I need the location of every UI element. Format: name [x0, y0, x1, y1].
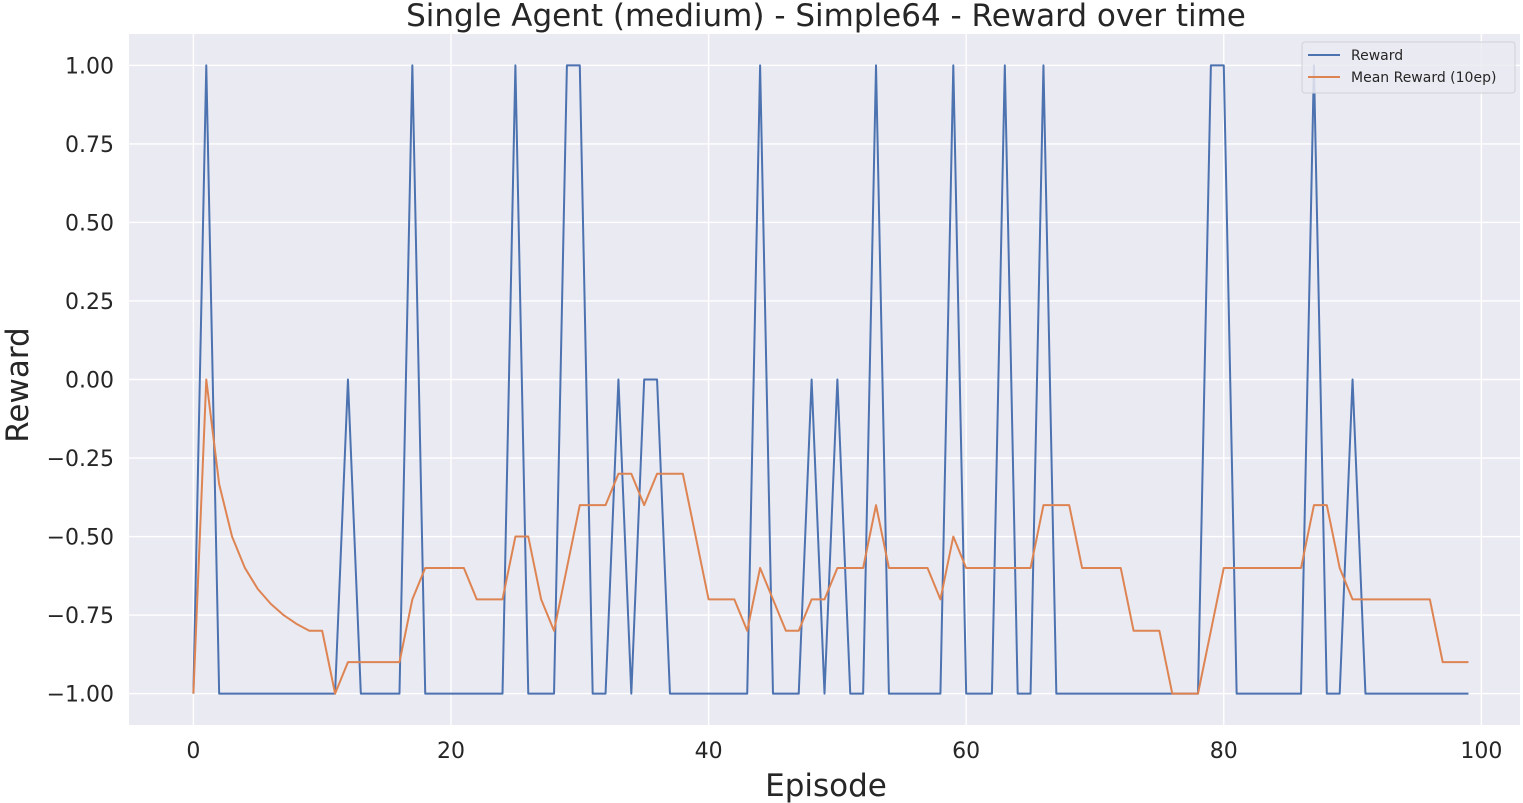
y-tick-label: 0.50 [65, 211, 114, 236]
legend-label-reward: Reward [1351, 48, 1403, 64]
y-tick-label: −0.50 [47, 526, 114, 551]
x-tick-label: 0 [186, 739, 200, 764]
y-tick-label: 0.75 [65, 133, 114, 158]
y-tick-label: −0.25 [47, 447, 114, 472]
x-tick-label: 60 [952, 739, 980, 764]
series-line-mean-reward [192, 378, 1469, 695]
x-tick-label: 20 [437, 739, 465, 764]
y-tick-label: 1.00 [65, 54, 114, 79]
y-tick-label: −1.00 [47, 683, 114, 708]
y-tick-label: 0.25 [65, 290, 114, 315]
x-tick-label: 40 [695, 739, 723, 764]
x-tick-label: 100 [1460, 739, 1502, 764]
y-tick-label: 0.00 [65, 369, 114, 394]
series-line-reward [192, 64, 1469, 695]
x-tick-label: 80 [1210, 739, 1238, 764]
y-tick-label: −0.75 [47, 604, 114, 629]
y-axis-label: Reward [0, 327, 36, 442]
y-tick-labels: 1.00 0.75 0.50 0.25 0.00 −0.25 −0.50 −0.75 −1.00 [47, 54, 114, 707]
x-tick-labels: 0 20 40 60 80 100 [186, 739, 1502, 764]
legend: Reward Mean Reward (10ep) [1301, 41, 1516, 94]
x-axis-label: Episode [765, 768, 887, 803]
legend-box [1301, 41, 1516, 94]
series-lines [192, 64, 1469, 695]
legend-label-mean-reward: Mean Reward (10ep) [1351, 70, 1496, 86]
chart-title: Single Agent (medium) - Simple64 - Rewar… [406, 0, 1246, 34]
